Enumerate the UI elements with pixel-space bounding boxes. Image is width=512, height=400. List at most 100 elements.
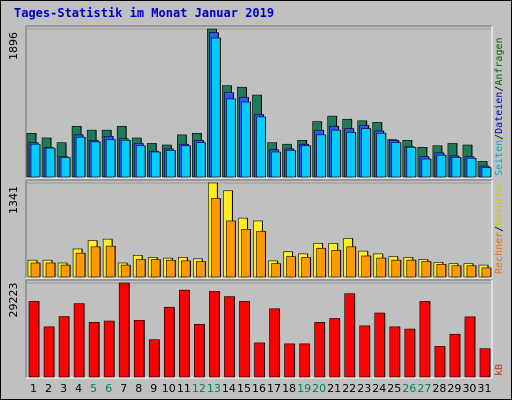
bar-kb (28, 301, 40, 378)
bar-seiten (241, 101, 251, 178)
x-tick-label: 17 (267, 382, 281, 395)
bar-seiten (391, 142, 402, 178)
bar-kb (118, 282, 130, 378)
bar-kb (209, 291, 220, 378)
legend-top: Seiten/Dateien/Anfragen (494, 37, 505, 176)
bar-seiten (75, 136, 86, 178)
x-tick-label: 22 (342, 382, 356, 395)
bar-kb (58, 316, 70, 378)
y-max-label: 29223 (7, 283, 20, 318)
bar-seiten (60, 157, 71, 178)
x-tick-label: 11 (177, 382, 191, 395)
bar-rechner (286, 256, 296, 278)
legend-entry: / (494, 86, 505, 92)
bar-seiten (271, 151, 281, 178)
bar-kb (163, 306, 175, 378)
bar-kb (389, 326, 401, 378)
legend-entry: Rechner (494, 232, 505, 274)
x-tick-label: 26 (402, 382, 416, 395)
x-tick-label: 25 (387, 382, 401, 395)
x-tick-label: 24 (372, 382, 386, 395)
bar-kb (73, 303, 85, 378)
y-max-label: 1896 (7, 32, 20, 60)
bar-kb (434, 346, 446, 378)
bar-rechner (436, 264, 447, 278)
bar-seiten (120, 140, 131, 178)
bar-seiten (135, 145, 146, 178)
bar-rechner (226, 220, 236, 278)
bar-kb (148, 339, 160, 378)
legend-entry: Anfragen (494, 37, 505, 85)
bar-rechner (421, 261, 432, 278)
bar-rechner (165, 259, 176, 278)
bar-kb (314, 322, 325, 378)
x-tick-label: 19 (297, 382, 311, 395)
bar-rechner (361, 255, 372, 278)
bar-kb (344, 293, 355, 378)
bar-rechner (150, 259, 161, 278)
bar-kb (419, 301, 431, 378)
bar-rechner (196, 261, 206, 278)
x-tick-label: 4 (75, 382, 82, 395)
x-tick-label: 2 (45, 382, 52, 395)
legend-entry: Seiten (494, 140, 505, 176)
bar-rechner (271, 263, 281, 278)
bar-seiten (361, 128, 372, 178)
legend-entry: Besuche (494, 184, 505, 226)
x-tick-label: 13 (207, 382, 221, 395)
legend-bottom: kB (494, 364, 505, 376)
x-tick-label: 29 (447, 382, 461, 395)
bar-kb (359, 325, 371, 378)
x-tick-label: 31 (477, 382, 491, 395)
bar-rechner (346, 246, 356, 278)
legend-entry: / (494, 226, 505, 232)
bar-seiten (105, 139, 116, 178)
bar-seiten (481, 167, 492, 178)
bar-seiten (30, 143, 41, 178)
bar-seiten (376, 132, 387, 178)
x-tick-label: 6 (105, 382, 112, 395)
bar-seiten (45, 147, 56, 178)
bar-seiten (90, 141, 101, 178)
bar-seiten (226, 98, 236, 178)
x-tick-label: 16 (252, 382, 266, 395)
x-tick-label: 23 (357, 382, 371, 395)
bar-seiten (196, 142, 206, 178)
bar-seiten (331, 129, 341, 178)
bar-rechner (301, 257, 311, 278)
x-tick-label: 15 (237, 382, 251, 395)
bar-kb (404, 328, 416, 378)
bar-kb (239, 301, 250, 378)
bar-rechner (30, 262, 41, 278)
x-tick-label: 14 (222, 382, 236, 395)
bar-seiten (316, 134, 326, 178)
x-tick-label: 5 (90, 382, 97, 395)
bar-rechner (120, 264, 131, 278)
x-tick-label: 1 (30, 382, 37, 395)
x-tick-label: 7 (120, 382, 127, 395)
chart-title: Tages-Statistik im Monat Januar 2019 (14, 6, 275, 20)
bar-rechner (376, 257, 387, 278)
bar-kb (269, 308, 280, 378)
bar-seiten (150, 151, 161, 178)
bar-rechner (406, 259, 417, 278)
bar-rechner (75, 252, 86, 278)
x-tick-label: 27 (417, 382, 431, 395)
bar-seiten (211, 37, 221, 178)
x-tick-label: 10 (162, 382, 176, 395)
x-tick-label: 21 (327, 382, 341, 395)
bar-kb (103, 320, 115, 378)
bar-kb (449, 333, 461, 378)
bar-kb (329, 318, 340, 378)
bar-kb (43, 326, 55, 378)
bar-seiten (451, 157, 462, 178)
bar-rechner (181, 260, 191, 278)
bar-rechner (241, 229, 251, 278)
bar-kb (133, 320, 145, 378)
bar-rechner (256, 231, 266, 278)
x-tick-label: 3 (60, 382, 67, 395)
bar-seiten (466, 157, 477, 178)
x-tick-label: 8 (135, 382, 142, 395)
bar-kb (224, 296, 235, 378)
